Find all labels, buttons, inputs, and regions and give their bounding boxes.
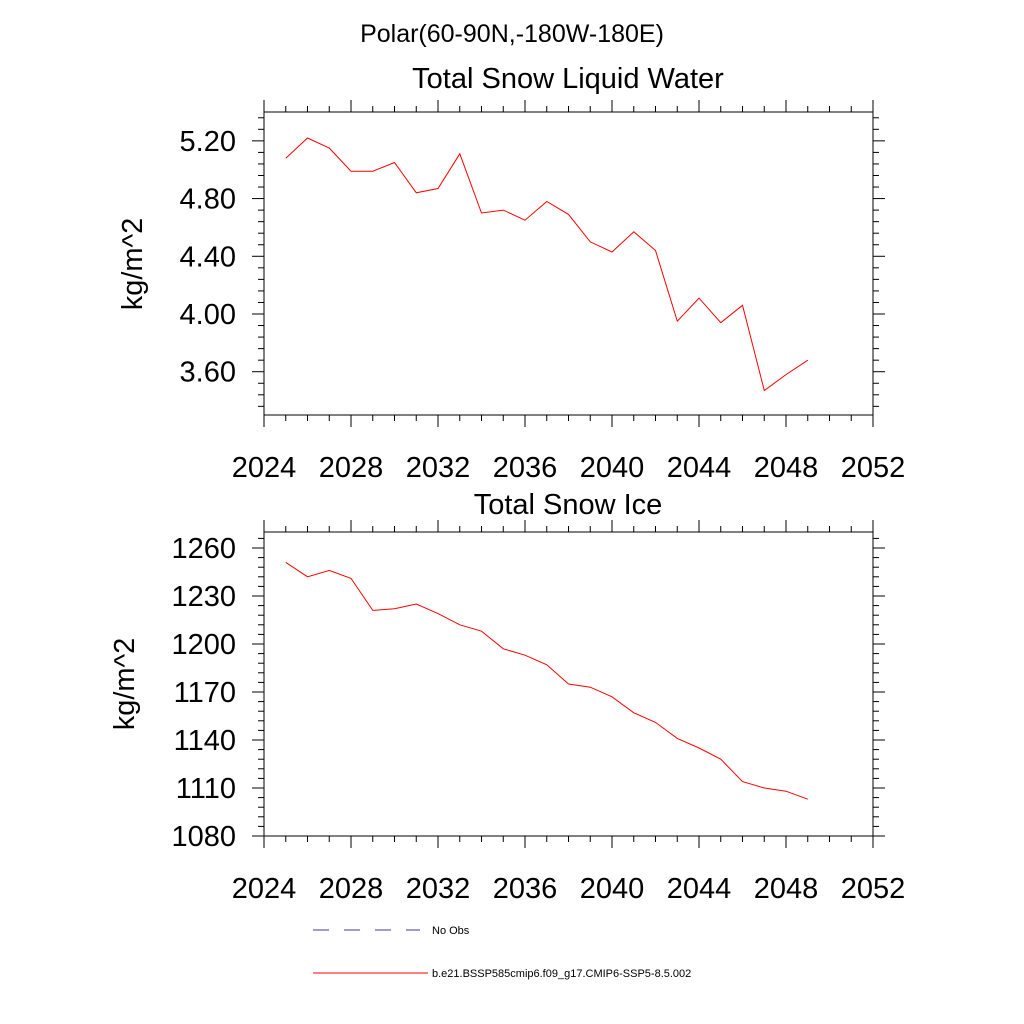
legend-item-no-obs: No Obs (313, 925, 470, 937)
y-tick-label: 1110 (176, 773, 236, 805)
x-tick-label: 2036 (493, 873, 558, 905)
chart-panel-snow-ice: Total Snow Ice kg/m^2 2024 2028 2032 2036 20… (109, 489, 905, 905)
legend-item-model-run: b.e21.BSSP585cmip6.f09_g17.CMIP6-SSP5-8.… (313, 968, 691, 980)
y-tick-label: 4.00 (180, 299, 236, 331)
tick-layer: 2024 2028 2032 2036 2040 2044 2048 2052 1080 1110… (171, 520, 905, 905)
x-tick-label: 2036 (493, 452, 558, 484)
y-tick-label: 5.20 (180, 126, 236, 158)
y-axis-label: kg/m^2 (109, 638, 141, 731)
y-tick-label: 1140 (174, 725, 236, 757)
series-layer (285, 137, 809, 392)
chart-title: Total Snow Liquid Water (412, 63, 724, 95)
series-layer (285, 561, 808, 800)
x-tick-label: 2044 (667, 452, 732, 484)
y-tick-label: 4.40 (180, 241, 236, 273)
tick-layer: 2024 2028 2032 2036 2040 2044 2048 2052 3.60 4.00… (180, 100, 906, 484)
x-tick-label: 2040 (580, 452, 645, 484)
legend-label: No Obs (432, 925, 470, 937)
x-tick-label: 2028 (319, 452, 384, 484)
y-axis-label: kg/m^2 (117, 218, 149, 311)
y-tick-label: 1260 (171, 533, 236, 565)
x-tick-label: 2032 (406, 873, 471, 905)
series-line (285, 561, 808, 800)
series-line (285, 137, 809, 392)
plot-frame (263, 111, 874, 416)
x-tick-label: 2044 (667, 873, 732, 905)
page-title: Polar(60-90N,-180W-180E) (360, 20, 664, 48)
x-tick-label: 2040 (580, 873, 645, 905)
x-tick-label: 2024 (232, 452, 297, 484)
y-tick-label: 3.60 (180, 357, 236, 389)
x-tick-label: 2032 (406, 452, 471, 484)
y-tick-label: 1200 (171, 629, 236, 661)
x-tick-label: 2048 (754, 452, 819, 484)
x-tick-label: 2052 (841, 873, 906, 905)
chart-panel-snow-liquid-water: Total Snow Liquid Water kg/m^2 2024 2028 2… (117, 63, 905, 484)
x-tick-label: 2048 (754, 873, 819, 905)
y-tick-label: 4.80 (180, 184, 236, 216)
chart-title: Total Snow Ice (474, 489, 663, 521)
x-tick-label: 2024 (232, 873, 297, 905)
x-tick-label: 2052 (841, 452, 906, 484)
legend-label: b.e21.BSSP585cmip6.f09_g17.CMIP6-SSP5-8.… (432, 968, 691, 980)
y-tick-label: 1080 (171, 821, 236, 853)
x-tick-label: 2028 (319, 873, 384, 905)
y-tick-label: 1230 (171, 581, 236, 613)
y-tick-label: 1170 (174, 677, 236, 709)
legend: No Obs b.e21.BSSP585cmip6.f09_g17.CMIP6-… (313, 925, 691, 980)
